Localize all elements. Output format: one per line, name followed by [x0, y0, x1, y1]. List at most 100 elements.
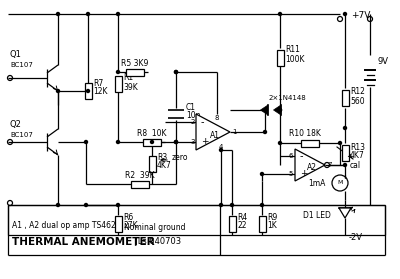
- Bar: [84, 83, 92, 99]
- Circle shape: [116, 13, 120, 16]
- Text: Q2: Q2: [10, 121, 22, 129]
- Circle shape: [56, 13, 60, 16]
- Text: R3: R3: [157, 153, 167, 162]
- Circle shape: [116, 71, 120, 73]
- Bar: [258, 216, 266, 232]
- Text: M: M: [337, 181, 343, 186]
- Text: R11: R11: [285, 45, 300, 54]
- Text: -: -: [300, 151, 304, 161]
- Circle shape: [344, 13, 346, 16]
- Circle shape: [260, 203, 264, 206]
- Text: 4K7: 4K7: [350, 151, 365, 160]
- Text: +7V: +7V: [351, 11, 370, 20]
- Circle shape: [150, 141, 154, 143]
- Circle shape: [174, 71, 178, 73]
- Text: D1 LED: D1 LED: [303, 210, 331, 220]
- Circle shape: [344, 163, 346, 167]
- Circle shape: [86, 13, 90, 16]
- Bar: [228, 216, 236, 232]
- Bar: [276, 50, 284, 66]
- Polygon shape: [295, 149, 325, 181]
- Text: R7: R7: [93, 78, 103, 88]
- Circle shape: [174, 71, 178, 73]
- Text: 12K: 12K: [93, 88, 108, 97]
- Text: 7: 7: [327, 162, 332, 168]
- Text: BC107: BC107: [10, 132, 33, 138]
- Text: 4K7: 4K7: [157, 162, 172, 170]
- Text: R2  39K: R2 39K: [125, 170, 155, 179]
- Text: 560: 560: [350, 97, 365, 105]
- Text: 22: 22: [237, 222, 246, 230]
- Text: -2V: -2V: [349, 234, 363, 242]
- Circle shape: [174, 141, 178, 143]
- Circle shape: [338, 141, 342, 145]
- Polygon shape: [196, 114, 230, 150]
- Circle shape: [84, 141, 88, 143]
- Circle shape: [220, 148, 222, 151]
- Bar: [148, 156, 156, 172]
- Text: R13: R13: [350, 143, 365, 151]
- Text: A1 , A2 dual op amp TS462: A1 , A2 dual op amp TS462: [12, 220, 116, 230]
- Text: +: +: [300, 170, 308, 179]
- Text: 2: 2: [191, 119, 195, 125]
- Circle shape: [278, 109, 282, 112]
- Polygon shape: [260, 105, 268, 115]
- Text: 4: 4: [219, 144, 223, 150]
- Text: R6: R6: [123, 213, 133, 222]
- Polygon shape: [339, 208, 351, 218]
- Polygon shape: [274, 105, 281, 115]
- Text: R9: R9: [267, 213, 277, 222]
- Circle shape: [344, 126, 346, 129]
- Text: zero: zero: [172, 153, 188, 162]
- Text: cal: cal: [350, 160, 361, 170]
- Circle shape: [220, 203, 222, 206]
- Text: 6: 6: [288, 153, 293, 159]
- Bar: [301, 140, 319, 146]
- Text: 2×1N4148: 2×1N4148: [268, 95, 306, 101]
- Circle shape: [84, 203, 88, 206]
- Circle shape: [278, 13, 282, 16]
- Text: 1: 1: [232, 129, 236, 135]
- Text: 1K: 1K: [267, 222, 277, 230]
- Text: BC107: BC107: [10, 62, 33, 68]
- Text: A2: A2: [307, 163, 317, 172]
- Text: Q1: Q1: [10, 50, 22, 59]
- Circle shape: [116, 141, 120, 143]
- Text: JLs 040703: JLs 040703: [130, 237, 181, 247]
- Text: R8  10K: R8 10K: [137, 129, 167, 138]
- Text: 39K: 39K: [123, 83, 138, 92]
- Circle shape: [56, 90, 60, 93]
- Text: THERMAL ANEMOMETER: THERMAL ANEMOMETER: [12, 237, 155, 247]
- Circle shape: [86, 90, 90, 93]
- Text: 9V: 9V: [378, 57, 389, 66]
- Text: R5 3K9: R5 3K9: [121, 59, 149, 68]
- Circle shape: [278, 109, 282, 112]
- Text: 27K: 27K: [123, 222, 138, 230]
- Text: +: +: [201, 138, 208, 146]
- Circle shape: [230, 203, 234, 206]
- Circle shape: [278, 141, 282, 145]
- Text: Nominal ground: Nominal ground: [124, 223, 186, 232]
- Bar: [131, 181, 149, 187]
- Text: 10n: 10n: [186, 112, 200, 121]
- Circle shape: [116, 203, 120, 206]
- Text: A1: A1: [210, 131, 220, 140]
- Bar: [114, 216, 122, 232]
- Text: R4: R4: [237, 213, 247, 222]
- Text: 5: 5: [289, 171, 293, 177]
- Bar: [126, 69, 144, 76]
- Text: R1: R1: [123, 73, 133, 83]
- Bar: [143, 138, 161, 146]
- Text: R10 18K: R10 18K: [289, 129, 321, 138]
- Circle shape: [174, 141, 178, 143]
- Text: 3: 3: [190, 139, 195, 145]
- Bar: [342, 145, 348, 161]
- Text: -: -: [201, 117, 204, 127]
- Bar: [114, 76, 122, 92]
- Text: C1: C1: [186, 102, 196, 112]
- Text: R12: R12: [350, 88, 365, 97]
- Circle shape: [264, 131, 266, 133]
- Circle shape: [56, 203, 60, 206]
- Text: 8: 8: [215, 115, 219, 121]
- Circle shape: [260, 172, 264, 175]
